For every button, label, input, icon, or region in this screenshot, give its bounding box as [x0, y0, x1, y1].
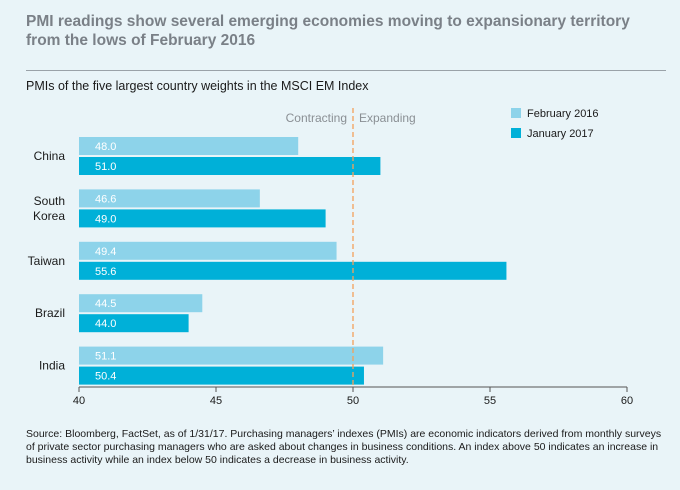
contracting-label: Contracting: [286, 111, 347, 125]
x-tick-label: 40: [73, 395, 85, 407]
bar-jan-2017: [79, 157, 381, 175]
bar-jan-2017: [79, 314, 189, 333]
bar-jan-2017: [79, 366, 364, 385]
x-tick-label: 45: [210, 395, 222, 407]
bar-jan-2017: [79, 209, 326, 228]
bar-feb-2016: [79, 294, 203, 313]
bar-value-label: 49.0: [95, 213, 116, 225]
legend-swatch: [511, 108, 521, 118]
source-note: Source: Bloomberg, FactSet, as of 1/31/1…: [26, 428, 662, 466]
x-tick-label: 55: [484, 395, 496, 407]
bar-feb-2016: [79, 241, 337, 260]
chart-title: PMI readings show several emerging econo…: [26, 13, 630, 49]
bar-value-label: 46.6: [95, 193, 116, 205]
title-divider: [26, 70, 666, 71]
category-label: Taiwan: [28, 254, 65, 268]
category-label: South: [34, 194, 65, 208]
bar-feb-2016: [79, 189, 260, 208]
bar-value-label: 51.1: [95, 351, 116, 363]
legend-label: January 2017: [527, 128, 594, 140]
expanding-label: Expanding: [359, 111, 416, 125]
category-label: India: [39, 359, 65, 373]
bar-value-label: 55.6: [95, 266, 116, 278]
legend-label: February 2016: [527, 108, 599, 120]
bar-value-label: 50.4: [95, 371, 116, 383]
legend-swatch: [511, 128, 521, 138]
bar-jan-2017: [79, 261, 507, 280]
chart-subtitle: PMIs of the five largest country weights…: [26, 79, 369, 93]
bar-value-label: 51.0: [95, 161, 116, 173]
x-tick-label: 50: [347, 395, 359, 407]
category-label: Korea: [33, 209, 65, 223]
bar-feb-2016: [79, 137, 299, 155]
x-tick-label: 60: [621, 395, 633, 407]
bar-value-label: 48.0: [95, 141, 116, 153]
category-label: China: [34, 149, 66, 163]
bar-value-label: 49.4: [95, 246, 116, 258]
bar-feb-2016: [79, 346, 384, 365]
bar-value-label: 44.5: [95, 298, 116, 310]
category-label: Brazil: [35, 306, 65, 320]
bar-value-label: 44.0: [95, 318, 116, 330]
